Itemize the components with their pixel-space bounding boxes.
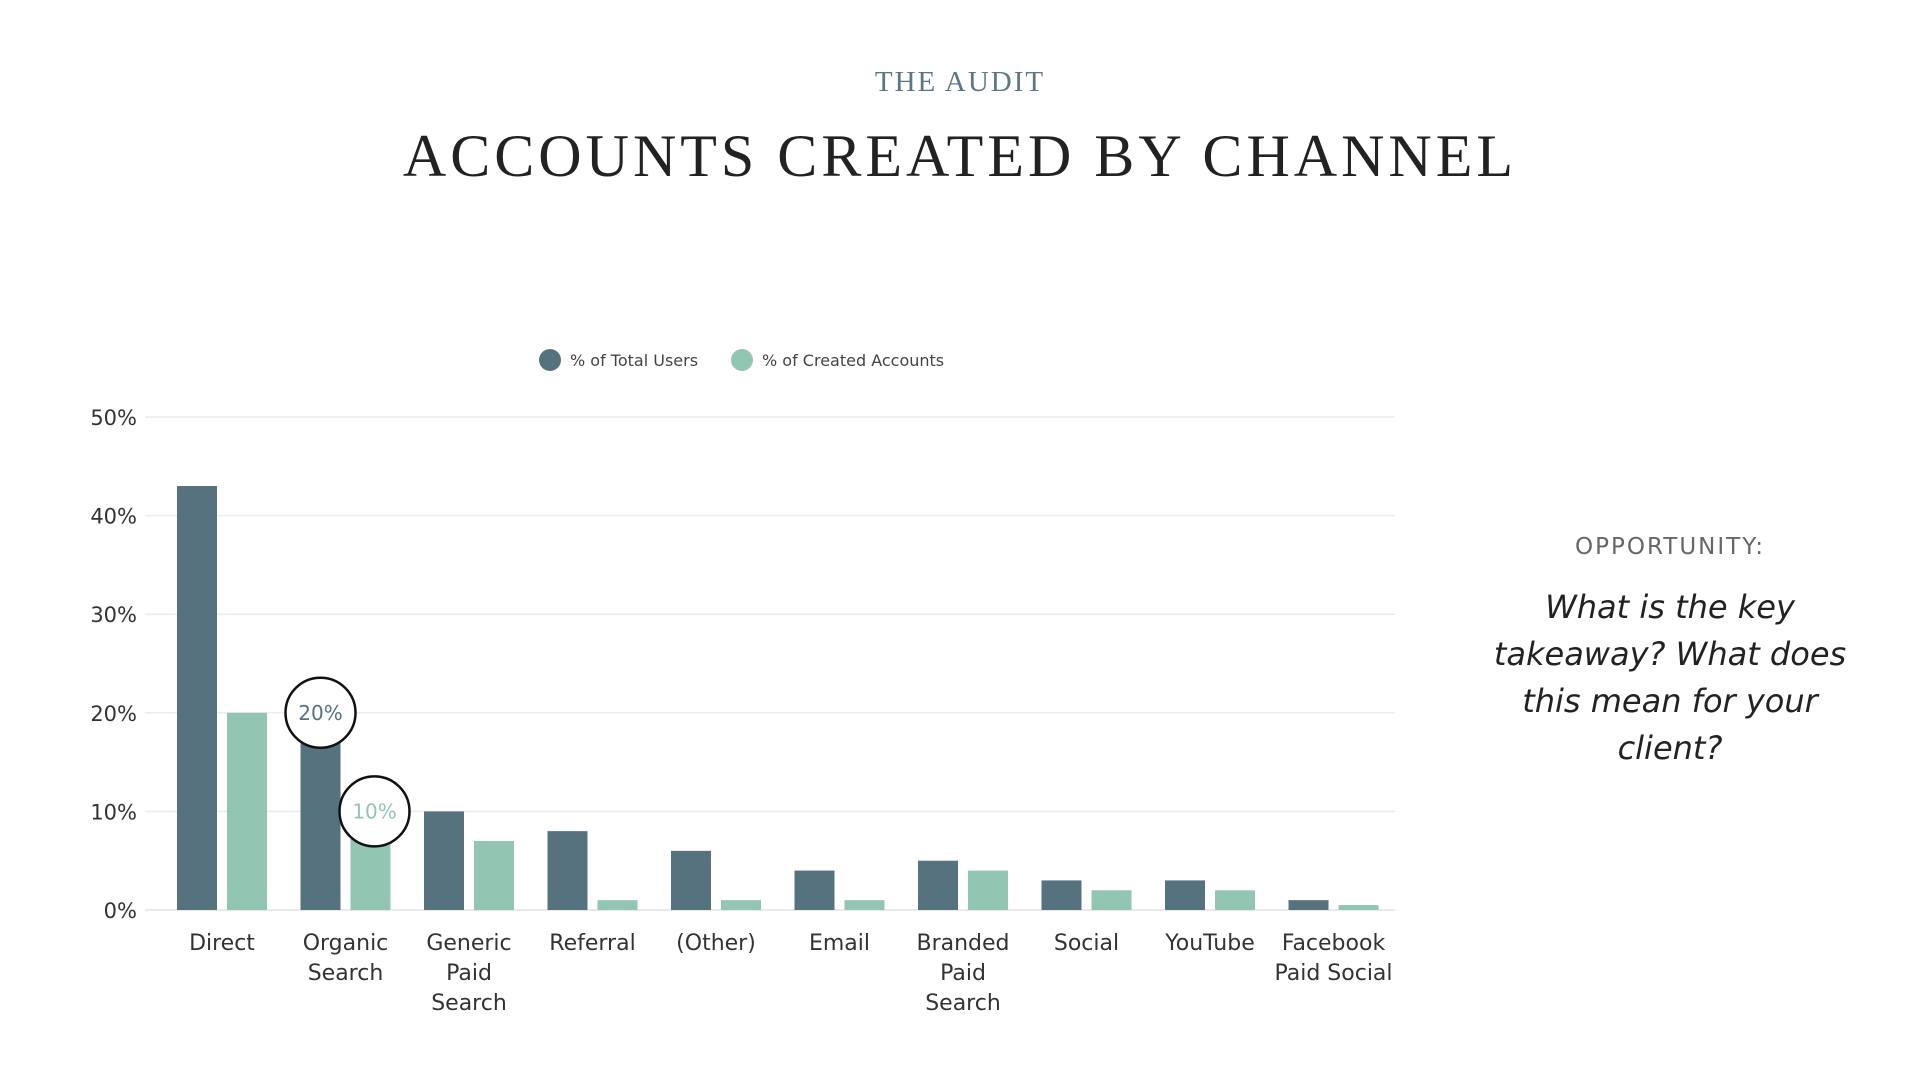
callout-circle: [284, 676, 357, 750]
y-tick-label: 40%: [90, 505, 137, 529]
y-tick-label: 20%: [90, 702, 137, 726]
legend-label: % of Total Users: [570, 351, 698, 370]
bar: [918, 860, 958, 910]
opportunity-text: What is the key takeaway? What does this…: [1493, 588, 1847, 767]
x-axis-categories: Direct Organic Search Generic Paid Search Refe…: [189, 931, 1392, 1016]
bar: [1041, 880, 1082, 910]
callout-circle: [338, 775, 411, 848]
y-tick-label: 10%: [90, 800, 137, 824]
bar: [844, 900, 885, 910]
bar: [597, 900, 638, 910]
opportunity-panel: OPPORTUNITY: What is the key takeaway? W…: [1490, 534, 1850, 772]
x-category-label: Branded Paid Search: [916, 931, 1009, 1016]
bar: [1165, 880, 1205, 910]
bar: [1288, 900, 1329, 910]
bar: [547, 831, 588, 910]
x-category-label: Social: [1054, 931, 1119, 956]
callout-label: 10%: [352, 799, 396, 823]
chart-legend: % of Total Users % of Created Accounts: [539, 349, 944, 371]
bar: [1215, 890, 1255, 910]
bar: [227, 712, 267, 910]
x-category-label: Organic Search: [303, 931, 389, 986]
y-tick-label: 50%: [90, 406, 137, 430]
x-category-label: Email: [809, 931, 870, 956]
bar: [424, 811, 464, 910]
chart-bars: [177, 486, 1379, 910]
x-category-label: Direct: [189, 931, 255, 956]
bar-chart: 0% 10% 20% 30% 40% 50% Direct Organic Search Gen…: [90, 349, 1395, 1016]
legend-swatch: [539, 349, 561, 371]
bar: [968, 870, 1008, 910]
callout-label: 20%: [298, 701, 342, 725]
page-title: ACCOUNTS CREATED BY CHANNEL: [402, 123, 1518, 189]
legend-swatch: [731, 349, 753, 371]
x-category-label: Generic Paid Search: [426, 931, 511, 1016]
bar: [794, 870, 835, 910]
y-tick-label: 0%: [104, 899, 137, 923]
bar: [721, 900, 761, 910]
legend-label: % of Created Accounts: [762, 351, 944, 370]
y-tick-label: 30%: [90, 603, 137, 627]
bar: [474, 840, 514, 910]
opportunity-heading: OPPORTUNITY:: [1575, 534, 1765, 560]
bar: [671, 850, 711, 910]
bar: [1338, 905, 1379, 910]
x-category-label: (Other): [676, 931, 756, 956]
x-category-label: Facebook Paid Social: [1274, 931, 1392, 986]
bar: [177, 486, 217, 910]
section-eyebrow: THE AUDIT: [874, 66, 1046, 98]
y-axis-ticks: 0% 10% 20% 30% 40% 50%: [90, 406, 137, 923]
x-category-label: YouTube: [1164, 931, 1254, 956]
chart-callouts: 20% 10%: [284, 676, 411, 848]
bar: [1091, 890, 1132, 910]
x-category-label: Referral: [549, 931, 635, 956]
